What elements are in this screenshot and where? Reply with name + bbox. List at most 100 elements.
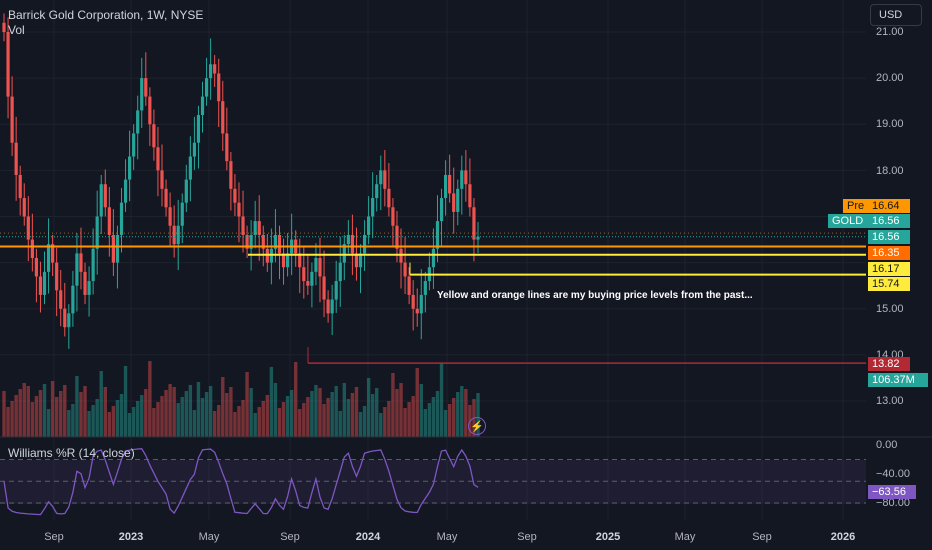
candle-body bbox=[107, 207, 111, 235]
candle-body bbox=[132, 133, 136, 157]
williams-axis-tick: −40.00 bbox=[876, 468, 910, 480]
lightning-icon[interactable]: ⚡ bbox=[468, 417, 486, 435]
volume-bar bbox=[318, 388, 322, 437]
candle-body bbox=[233, 188, 237, 203]
volume-bar bbox=[379, 413, 383, 437]
currency-button[interactable]: USD bbox=[870, 4, 922, 26]
volume-bar bbox=[164, 390, 168, 437]
volume-bar bbox=[277, 408, 282, 437]
candle-body bbox=[452, 193, 456, 212]
volume-bar bbox=[391, 373, 395, 437]
candle-body bbox=[342, 244, 346, 263]
candle-body bbox=[415, 308, 419, 314]
volume-bar bbox=[285, 396, 290, 437]
time-axis-tick: Sep bbox=[517, 531, 537, 543]
candle-body bbox=[354, 253, 359, 268]
symbol-tag: GOLD bbox=[828, 214, 869, 228]
volume-bar bbox=[111, 406, 116, 437]
candle-body bbox=[277, 234, 282, 254]
volume-bar bbox=[229, 387, 233, 437]
candle-body bbox=[22, 198, 26, 217]
volume-value-label: 106.37M bbox=[868, 373, 928, 387]
candle-body bbox=[172, 225, 176, 245]
volume-bar bbox=[115, 400, 120, 437]
candle-body bbox=[119, 202, 124, 235]
chart-annotation-text[interactable]: Yellow and orange lines are my buying pr… bbox=[437, 290, 753, 301]
candle-body bbox=[95, 216, 99, 249]
volume-bar bbox=[46, 409, 51, 437]
last-price-label: 16.56 bbox=[868, 214, 910, 228]
candle-body bbox=[338, 262, 342, 282]
volume-bar bbox=[338, 411, 342, 437]
candle-body bbox=[63, 308, 67, 328]
candle-body bbox=[188, 156, 192, 180]
volume-bar bbox=[419, 384, 423, 437]
volume-bar bbox=[50, 381, 55, 437]
volume-bar bbox=[59, 391, 63, 437]
candle-body bbox=[456, 188, 460, 212]
volume-label: Vol bbox=[8, 23, 25, 37]
volume-bar bbox=[103, 387, 107, 437]
volume-bar bbox=[144, 389, 148, 437]
volume-bar bbox=[350, 393, 355, 437]
candle-body bbox=[435, 221, 440, 249]
candle-body bbox=[168, 207, 172, 226]
volume-bar bbox=[2, 391, 6, 437]
candle-body bbox=[14, 142, 18, 175]
candle-body bbox=[431, 248, 436, 268]
volume-bar bbox=[399, 383, 403, 437]
volume-bar bbox=[140, 395, 144, 437]
candle-body bbox=[160, 170, 164, 189]
candle-body bbox=[209, 64, 213, 79]
candle-body bbox=[379, 170, 383, 185]
volume-bar bbox=[375, 388, 379, 437]
candle-body bbox=[383, 170, 387, 189]
candle-body bbox=[217, 73, 221, 102]
candle-body bbox=[67, 313, 71, 328]
volume-bar bbox=[148, 361, 152, 437]
candle-body bbox=[148, 96, 152, 125]
volume-bar bbox=[131, 407, 136, 437]
volume-bar bbox=[298, 409, 302, 437]
candle-body bbox=[99, 184, 103, 217]
time-axis-tick: 2025 bbox=[595, 531, 621, 543]
volume-bar bbox=[253, 413, 257, 437]
candle-body bbox=[2, 22, 6, 32]
volume-bar bbox=[123, 366, 128, 437]
time-axis-tick: 2024 bbox=[355, 531, 381, 543]
candle-body bbox=[358, 253, 363, 268]
candle-body bbox=[439, 198, 444, 222]
time-axis-tick: May bbox=[674, 531, 696, 543]
candle-body bbox=[285, 253, 290, 268]
volume-bar bbox=[208, 386, 213, 437]
volume-bar bbox=[257, 407, 261, 437]
candle-body bbox=[79, 253, 83, 272]
volume-bar bbox=[160, 396, 164, 437]
candle-body bbox=[103, 184, 107, 208]
volume-bar bbox=[54, 397, 59, 437]
time-axis-tick: 2023 bbox=[118, 531, 144, 543]
price-axis-tick: 18.00 bbox=[876, 165, 904, 177]
williams-r-pane bbox=[0, 448, 866, 516]
volume-bar bbox=[370, 394, 375, 437]
volume-bar bbox=[10, 401, 14, 437]
candle-body bbox=[419, 294, 423, 314]
volume-bar bbox=[172, 387, 176, 437]
candle-body bbox=[156, 147, 160, 171]
candle-body bbox=[302, 267, 306, 282]
williams-r-title[interactable]: Williams %R (14, close) bbox=[8, 446, 135, 460]
volume-bar bbox=[135, 401, 140, 437]
candle-body bbox=[115, 234, 120, 263]
volume-bar bbox=[447, 404, 452, 437]
candle-body bbox=[200, 96, 205, 116]
candle-body bbox=[59, 290, 63, 309]
volume-bar bbox=[269, 367, 274, 437]
volume-bar bbox=[184, 391, 189, 437]
volume-bar bbox=[225, 393, 229, 437]
candle-body bbox=[448, 174, 452, 194]
williams-axis-tick: 0.00 bbox=[876, 439, 898, 451]
volume-bar bbox=[75, 376, 79, 437]
candle-body bbox=[298, 253, 302, 268]
volume-bar bbox=[314, 385, 318, 437]
